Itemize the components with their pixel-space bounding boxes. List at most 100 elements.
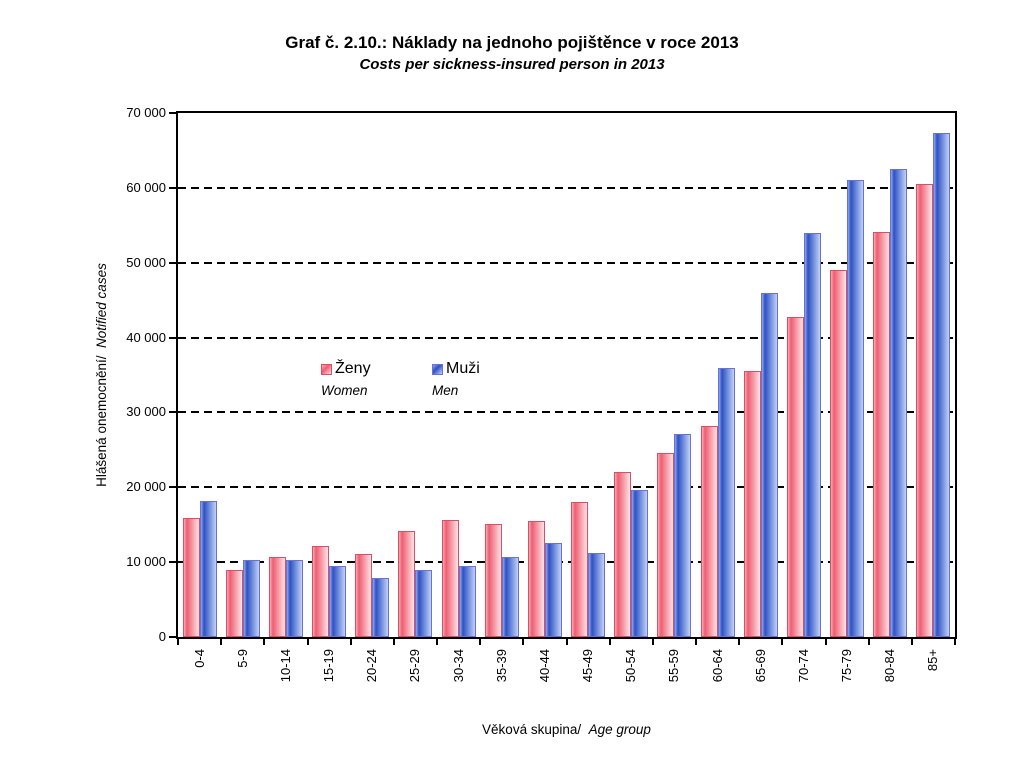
x-category-label-20-24: 20-24	[364, 649, 380, 683]
x-category-label-45-49: 45-49	[580, 649, 596, 683]
x-tick-14	[781, 639, 784, 645]
bar-zeny-35-39	[484, 523, 502, 637]
bar-zeny-70-74	[786, 317, 804, 637]
x-tick-10	[608, 639, 611, 645]
x-category-label-65-69: 65-69	[752, 649, 768, 683]
gridline-10000	[178, 561, 955, 564]
x-axis-title-en: Age group	[588, 722, 651, 737]
gridline-20000	[178, 486, 955, 489]
y-tick-60000	[169, 186, 176, 189]
x-axis-title-cz: Věková skupina/	[482, 722, 582, 737]
x-category-label-10-14: 10-14	[277, 649, 293, 683]
gridline-50000	[178, 261, 955, 264]
bar-zeny-75-79	[830, 270, 848, 637]
bar-zeny-20-24	[355, 553, 373, 637]
bar-zeny-85+	[916, 184, 934, 637]
y-tick-40000	[169, 336, 176, 339]
legend-swatch-muzi	[432, 363, 443, 375]
bar-zeny-10-14	[268, 556, 286, 637]
y-tick-label-70000: 70 000	[126, 105, 166, 120]
bar-muzi-15-19	[329, 565, 347, 637]
legend-label-zeny: Ženy	[335, 360, 371, 377]
bar-zeny-15-19	[312, 546, 330, 637]
bar-zeny-40-44	[527, 520, 545, 637]
bar-muzi-70-74	[803, 232, 821, 637]
y-tick-label-30000: 30 000	[126, 404, 166, 420]
x-tick-13	[738, 639, 741, 645]
x-tick-3	[306, 639, 309, 645]
bar-zeny-30-34	[441, 520, 459, 637]
bar-zeny-55-59	[657, 452, 675, 637]
x-category-label-40-44: 40-44	[536, 649, 552, 683]
y-tick-label-60000: 60 000	[126, 179, 166, 195]
bar-muzi-10-14	[285, 559, 303, 637]
y-tick-10000	[169, 561, 176, 564]
x-tick-11	[651, 639, 654, 645]
x-category-label-15-19: 15-19	[321, 649, 337, 683]
x-category-label-75-79: 75-79	[839, 649, 855, 683]
bar-muzi-85+	[933, 133, 951, 637]
y-tick-label-50000: 50 000	[126, 254, 166, 270]
legend-label-muzi: Muži	[446, 360, 480, 377]
x-tick-5	[392, 639, 395, 645]
chart-subtitle: Costs per sickness-insured person in 201…	[359, 56, 665, 73]
y-tick-70000	[169, 112, 176, 114]
x-category-label-5-9: 5-9	[234, 649, 250, 668]
y-tick-label-40000: 40 000	[126, 329, 166, 345]
x-tick-17	[910, 639, 913, 645]
legend-sublabel-men: Men	[432, 383, 459, 398]
bar-zeny-50-54	[614, 472, 632, 637]
y-tick-30000	[169, 411, 176, 414]
x-category-label-60-64: 60-64	[709, 649, 725, 683]
y-tick-label-20000: 20 000	[126, 479, 166, 495]
y-tick-20000	[169, 486, 176, 489]
x-tick-0	[177, 639, 179, 645]
bar-muzi-0-4	[199, 500, 217, 637]
legend-item-muzi: Muži Men	[432, 360, 480, 398]
legend-sublabel-women: Women	[321, 383, 368, 398]
chart-title: Graf č. 2.10.: Náklady na jednoho pojišt…	[285, 33, 739, 52]
x-category-label-0-4: 0-4	[191, 649, 207, 668]
x-tick-8	[522, 639, 525, 645]
bar-muzi-45-49	[588, 553, 606, 637]
x-tick-18	[954, 639, 956, 645]
x-tick-2	[263, 639, 266, 645]
y-tick-label-0: 0	[158, 629, 166, 644]
y-tick-0	[169, 636, 176, 638]
y-tick-50000	[169, 261, 176, 264]
bar-muzi-25-29	[415, 569, 433, 637]
x-tick-1	[220, 639, 223, 645]
bar-muzi-80-84	[890, 169, 908, 637]
x-tick-7	[479, 639, 482, 645]
bar-zeny-80-84	[873, 232, 891, 637]
bar-muzi-75-79	[847, 180, 865, 637]
x-category-label-50-54: 50-54	[623, 649, 639, 683]
bar-muzi-60-64	[717, 367, 735, 637]
x-category-label-30-34: 30-34	[450, 649, 466, 683]
bar-zeny-65-69	[743, 370, 761, 637]
x-tick-12	[695, 639, 697, 645]
bar-muzi-5-9	[242, 559, 260, 637]
gridline-40000	[178, 336, 955, 339]
x-tick-16	[867, 639, 870, 645]
bar-muzi-40-44	[544, 543, 562, 637]
bar-zeny-45-49	[571, 501, 589, 637]
x-category-label-70-74: 70-74	[795, 649, 811, 683]
x-category-label-55-59: 55-59	[666, 649, 682, 683]
legend-item-zeny: Ženy Women	[321, 360, 371, 398]
plot-area-border	[176, 111, 957, 639]
x-axis-title: Věková skupina/ Age group	[178, 722, 955, 737]
bar-muzi-30-34	[458, 565, 476, 637]
x-category-label-80-84: 80-84	[882, 649, 898, 683]
bar-zeny-0-4	[182, 517, 200, 637]
bar-muzi-50-54	[631, 489, 649, 637]
x-tick-6	[436, 639, 438, 645]
bar-muzi-35-39	[501, 556, 519, 637]
legend-swatch-zeny	[321, 363, 332, 375]
x-category-label-25-29: 25-29	[407, 649, 423, 683]
gridline-30000	[178, 411, 955, 414]
y-tick-label-10000: 10 000	[126, 554, 166, 570]
bar-zeny-25-29	[398, 531, 416, 637]
x-tick-15	[824, 639, 827, 645]
